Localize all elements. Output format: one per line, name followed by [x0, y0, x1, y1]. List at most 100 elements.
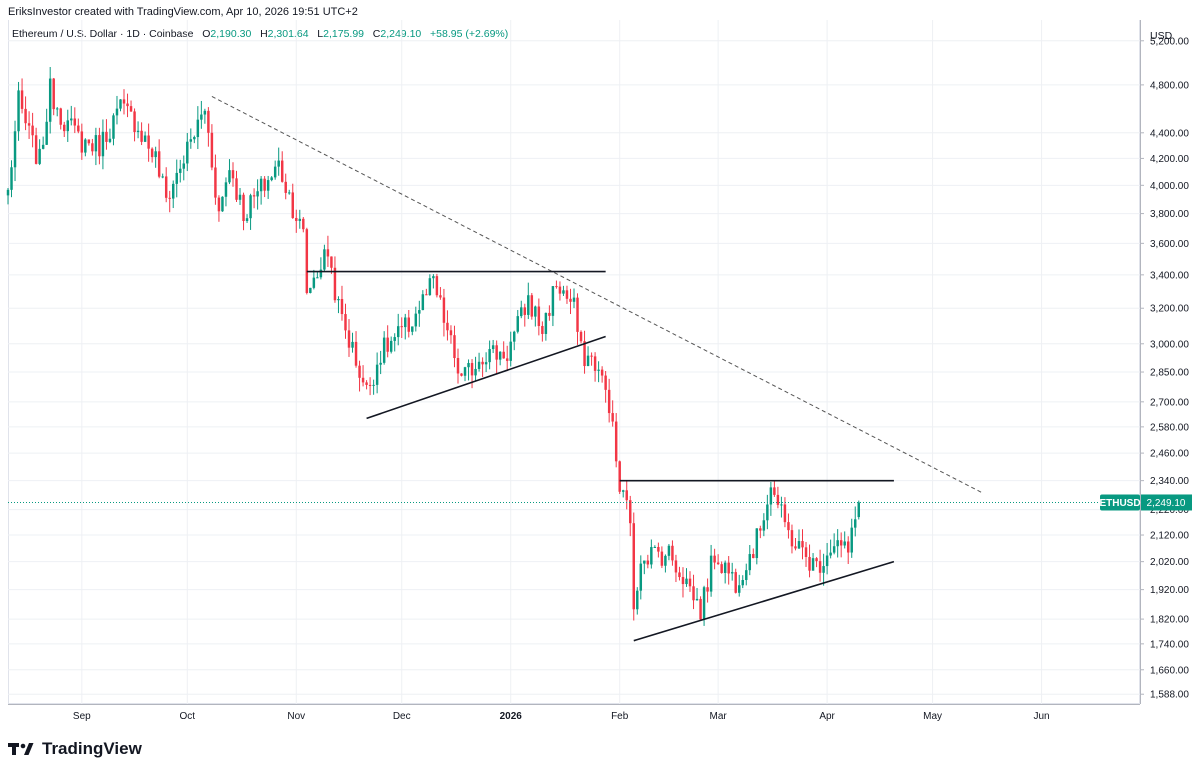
candle [685, 578, 688, 585]
candle [238, 194, 242, 200]
candle [164, 176, 168, 198]
candle [488, 349, 491, 363]
candle [24, 108, 27, 124]
candle [846, 541, 850, 553]
candle [713, 555, 716, 563]
candle [790, 530, 794, 547]
candle [84, 139, 87, 153]
candle [70, 118, 73, 121]
price-tick-label: 2,460.00 [1150, 449, 1189, 460]
candle [87, 139, 91, 144]
candle [832, 546, 836, 553]
candle [263, 178, 266, 191]
price-tick-label: 4,200.00 [1150, 154, 1189, 165]
candle [224, 182, 228, 197]
candle [583, 341, 586, 367]
time-axis[interactable] [8, 704, 1140, 726]
candle [411, 326, 414, 332]
price-axis[interactable] [1140, 20, 1192, 704]
candle [91, 143, 94, 152]
candle [611, 413, 614, 422]
open-label: O [202, 28, 211, 40]
candle [295, 217, 298, 221]
open-value: 2,190.30 [210, 28, 252, 40]
candle [857, 502, 860, 518]
candle [484, 362, 488, 365]
candle [344, 314, 347, 331]
candle [154, 151, 157, 158]
candle [664, 555, 667, 566]
candle [453, 335, 456, 359]
candle [217, 197, 221, 212]
chart-pane[interactable] [8, 20, 1140, 704]
candle [678, 572, 681, 578]
high-value: 2,301.64 [267, 28, 309, 40]
candle [759, 528, 762, 531]
candle [312, 277, 316, 288]
candle [671, 545, 674, 561]
candle [657, 546, 660, 552]
candle [396, 326, 400, 338]
candle [404, 317, 407, 328]
candle [425, 294, 428, 296]
candle [463, 367, 467, 376]
candle [354, 341, 358, 366]
candle [31, 125, 34, 136]
candle [495, 345, 498, 360]
candle [196, 119, 200, 138]
candle [193, 137, 196, 140]
candle [558, 286, 562, 294]
candle [347, 330, 351, 348]
candle [604, 375, 607, 390]
candle [829, 552, 832, 556]
candle [636, 590, 639, 610]
candle [418, 310, 421, 314]
candle [351, 341, 354, 348]
candle [548, 312, 551, 316]
candle [119, 99, 122, 109]
time-tick-label: Nov [287, 711, 305, 722]
candle [572, 297, 576, 302]
candle [755, 528, 759, 559]
candle [632, 523, 635, 610]
candle [432, 276, 435, 279]
candle [565, 290, 569, 299]
time-tick-label: Feb [611, 711, 629, 722]
candle [650, 547, 653, 565]
candle [818, 561, 822, 573]
candle [586, 355, 590, 367]
candle [780, 504, 783, 506]
candle [579, 331, 583, 342]
candle [157, 151, 161, 177]
low-value: 2,175.99 [323, 28, 365, 40]
candle [481, 361, 484, 365]
candle [421, 294, 425, 311]
candle [527, 295, 530, 315]
price-tick-label: 2,340.00 [1150, 476, 1189, 487]
candle [171, 183, 175, 199]
candle [467, 363, 470, 368]
candle [474, 368, 477, 376]
symbol-legend: Ethereum / U.S. Dollar · 1D · Coinbase O… [12, 28, 508, 40]
time-tick-label: Oct [180, 711, 196, 722]
candle [850, 527, 853, 553]
change-value: +58.95 (+2.69%) [430, 28, 509, 40]
candle [48, 78, 52, 122]
candle [720, 564, 723, 573]
candle [112, 115, 115, 139]
candle [80, 131, 84, 153]
candle [752, 554, 755, 559]
candle [822, 566, 825, 573]
candle [361, 377, 365, 383]
candle [825, 555, 829, 567]
candle [439, 295, 442, 298]
candle [52, 78, 55, 110]
candle [600, 369, 604, 376]
tradingview-logo: TradingView [8, 739, 142, 759]
candle [291, 192, 294, 218]
candle [625, 490, 628, 501]
candle [808, 556, 811, 571]
candle [182, 163, 186, 169]
price-tick-label: 1,588.00 [1150, 690, 1189, 701]
candle [55, 108, 59, 110]
